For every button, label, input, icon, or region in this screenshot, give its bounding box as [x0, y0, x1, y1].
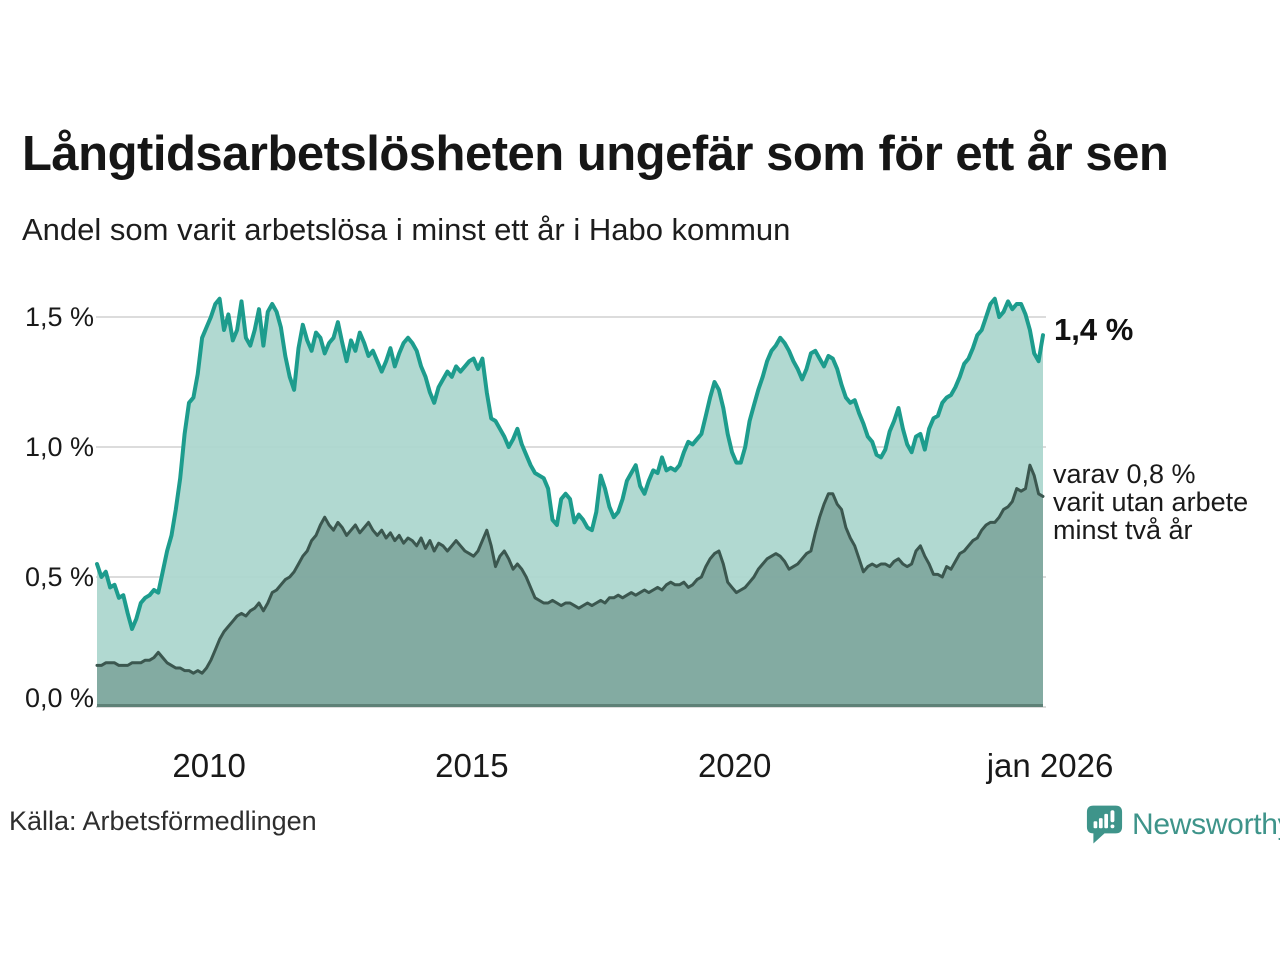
x-tick-label: 2015 — [435, 747, 509, 784]
area-two-years-unemployed — [97, 465, 1043, 707]
newsworthy-branding: Newsworthy — [1086, 802, 1280, 848]
page-title: Långtidsarbetslösheten ungefär som för e… — [22, 127, 1169, 181]
page-subtitle: Andel som varit arbetslösa i minst ett å… — [22, 212, 791, 247]
source-note: Källa: Arbetsförmedlingen — [9, 806, 317, 836]
end-value-label-total: 1,4 % — [1054, 312, 1134, 347]
annotation-line-3: minst två år — [1053, 515, 1193, 545]
annotation-line-1: varav 0,8 % — [1053, 459, 1196, 489]
y-tick-label: 1,5 % — [24, 302, 94, 332]
y-tick-label: 1,0 % — [24, 432, 94, 462]
newsworthy-wordmark: Newsworthy — [1132, 808, 1280, 841]
x-tick-label: jan 2026 — [986, 747, 1114, 784]
newsworthy-logo-icon — [1086, 805, 1123, 844]
x-tick-label: 2020 — [697, 747, 772, 784]
line-total-unemployed — [95, 296, 1045, 631]
y-tick-label: 0,5 % — [24, 562, 94, 592]
y-tick-label: 0,0 % — [24, 683, 94, 713]
annotation-line-2: varit utan arbete — [1053, 487, 1249, 517]
line-two-years-unemployed — [95, 463, 1045, 675]
end-value-label-two-years: varav 0,8 % varit utan arbete minst två … — [1053, 460, 1248, 544]
x-tick-label: 2010 — [172, 747, 246, 784]
